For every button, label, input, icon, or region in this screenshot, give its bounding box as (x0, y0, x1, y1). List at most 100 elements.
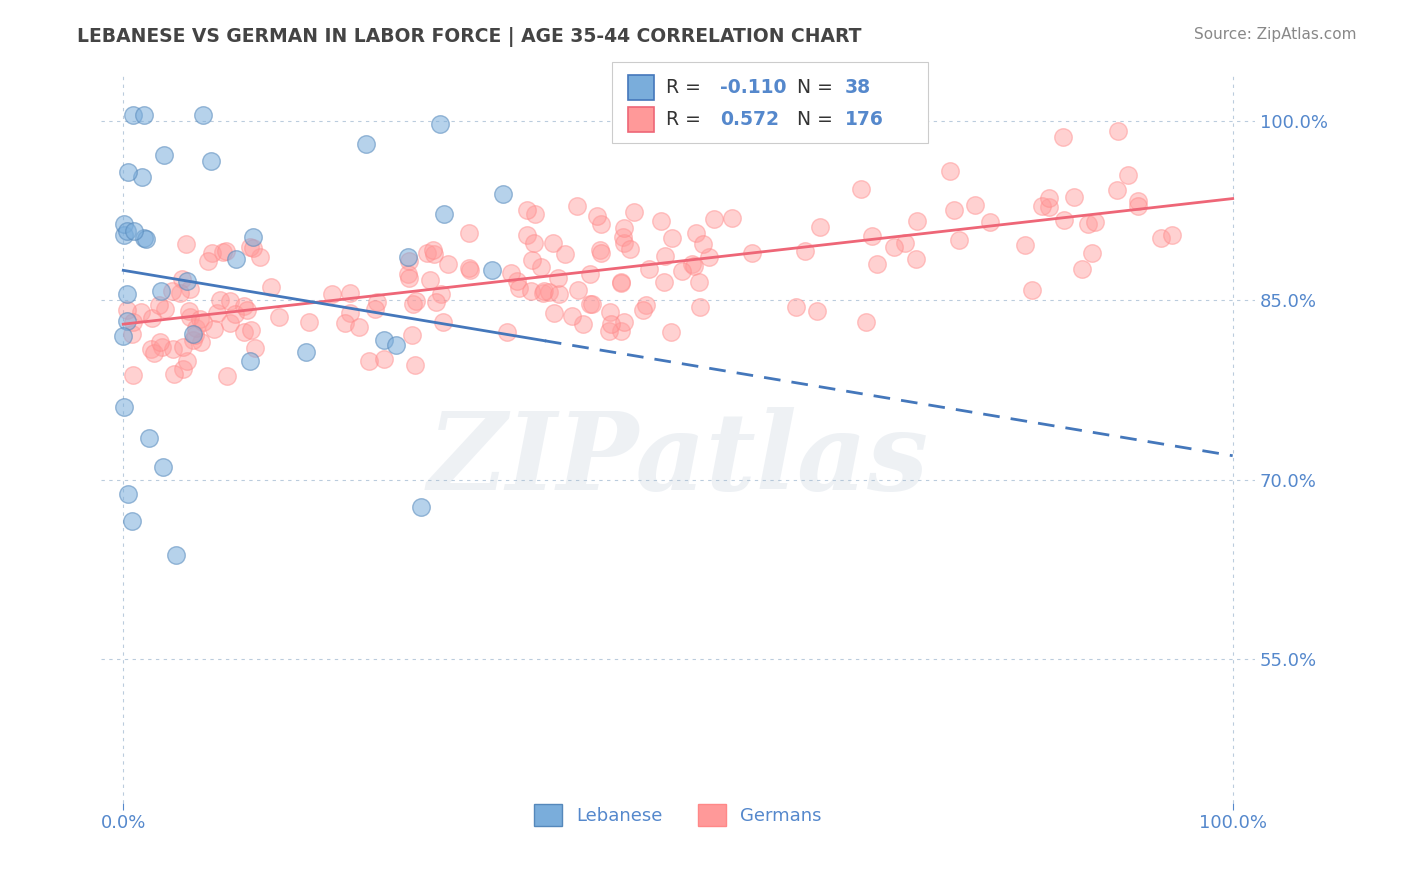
Point (134, 231, 156, 245)
Point (1063, 190, 1085, 204)
Point (298, 315, 321, 329)
Point (1126, 194, 1149, 208)
Point (965, 198, 987, 212)
Point (347, 319, 370, 334)
Point (654, 249, 676, 263)
Point (721, 211, 744, 225)
Point (398, 253, 420, 268)
Point (402, 296, 425, 310)
Point (176, 274, 198, 288)
Text: LEBANESE VS GERMAN IN LABOR FORCE | AGE 35-44 CORRELATION CHART: LEBANESE VS GERMAN IN LABOR FORCE | AGE … (77, 27, 862, 46)
Point (432, 315, 454, 329)
Point (359, 354, 381, 368)
Point (1128, 198, 1150, 212)
Point (1031, 199, 1053, 213)
Text: 38: 38 (845, 78, 872, 96)
Point (1105, 183, 1128, 197)
Point (404, 358, 426, 372)
Point (321, 286, 343, 301)
Point (939, 164, 962, 178)
Point (200, 154, 222, 169)
Point (537, 285, 560, 300)
Point (165, 548, 187, 562)
Point (233, 325, 256, 339)
Point (225, 252, 247, 266)
Point (1077, 217, 1099, 231)
Point (129, 305, 152, 319)
Point (339, 306, 361, 320)
Point (547, 271, 569, 285)
Point (437, 257, 460, 271)
Point (806, 304, 828, 318)
Point (683, 260, 706, 274)
Point (181, 327, 204, 342)
Point (571, 317, 593, 331)
Point (554, 247, 576, 261)
Point (233, 299, 256, 313)
Point (855, 315, 877, 329)
Point (905, 214, 928, 228)
Point (429, 117, 451, 131)
Point (681, 258, 703, 272)
Point (188, 312, 211, 326)
Point (163, 368, 186, 382)
Point (212, 245, 235, 260)
Point (654, 275, 676, 289)
Point (581, 297, 603, 311)
Point (176, 354, 198, 368)
Point (419, 273, 441, 287)
Point (1161, 227, 1184, 242)
Point (112, 217, 135, 231)
Point (533, 284, 555, 298)
Point (612, 230, 634, 244)
Point (190, 334, 212, 349)
Point (893, 235, 915, 250)
Point (396, 268, 419, 282)
Point (169, 285, 191, 300)
Point (150, 340, 173, 354)
Point (422, 243, 444, 257)
Point (458, 263, 481, 277)
Point (135, 231, 157, 245)
Point (122, 315, 145, 329)
Point (396, 250, 419, 264)
Point (121, 108, 143, 122)
Point (586, 209, 609, 223)
Point (531, 286, 554, 301)
Point (599, 305, 621, 319)
Point (401, 327, 423, 342)
Point (240, 323, 263, 337)
Point (214, 244, 236, 258)
Point (671, 264, 693, 278)
Point (561, 309, 583, 323)
Point (405, 293, 427, 308)
Point (202, 322, 225, 336)
Point (170, 272, 193, 286)
Text: Source: ZipAtlas.com: Source: ZipAtlas.com (1194, 27, 1357, 42)
Point (1071, 262, 1094, 277)
Point (117, 165, 139, 179)
Point (138, 431, 160, 445)
Point (520, 252, 543, 267)
Point (524, 207, 547, 221)
Point (905, 252, 928, 267)
Point (236, 302, 259, 317)
Point (659, 325, 682, 339)
Point (121, 326, 143, 341)
Point (543, 306, 565, 320)
Point (398, 271, 420, 285)
Point (530, 260, 553, 275)
Point (267, 310, 290, 325)
Point (174, 237, 197, 252)
Point (193, 108, 215, 122)
Point (501, 266, 523, 280)
Point (242, 230, 264, 244)
Point (416, 246, 439, 260)
Point (943, 203, 966, 218)
Point (239, 240, 262, 254)
Point (115, 303, 138, 318)
Text: R =: R = (666, 111, 707, 129)
Point (197, 253, 219, 268)
Point (808, 220, 831, 235)
Point (492, 186, 515, 201)
